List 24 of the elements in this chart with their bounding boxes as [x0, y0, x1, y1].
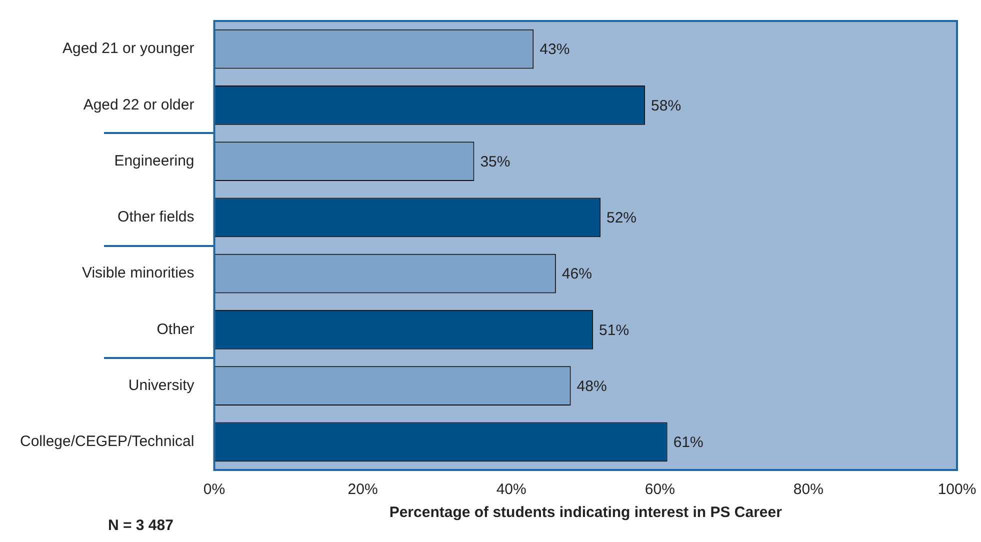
y-tick-label: Engineering	[114, 152, 194, 170]
x-tick-label: 0%	[203, 481, 226, 498]
y-tick-label: College/CEGEP/Technical	[20, 433, 194, 450]
y-tick-label: Aged 22 or older	[83, 96, 194, 114]
y-tick-label: Aged 21 or younger	[62, 40, 194, 58]
data-label: 43%	[540, 41, 570, 58]
data-label: 35%	[480, 153, 510, 170]
data-label: 51%	[599, 322, 630, 339]
x-tick-label: 40%	[496, 481, 526, 498]
data-label: 61%	[673, 434, 704, 452]
y-tick-label: University	[128, 376, 195, 394]
x-tick-label: 60%	[644, 481, 675, 498]
x-tick-label: 100%	[938, 481, 976, 498]
data-label: 46%	[562, 266, 592, 283]
data-label: 52%	[606, 210, 637, 227]
data-label: 48%	[576, 378, 607, 395]
y-tick-label: Visible minorities	[82, 264, 194, 282]
data-label: 58%	[651, 97, 682, 114]
x-tick-label: 80%	[793, 481, 824, 498]
x-tick-label: 20%	[348, 481, 378, 498]
y-tick-label: Other fields	[118, 208, 194, 226]
x-axis-title: Percentage of students indicating interest in PS Career	[389, 504, 782, 522]
text: N = 3 487	[108, 517, 174, 534]
y-tick-label: Other	[156, 320, 194, 338]
